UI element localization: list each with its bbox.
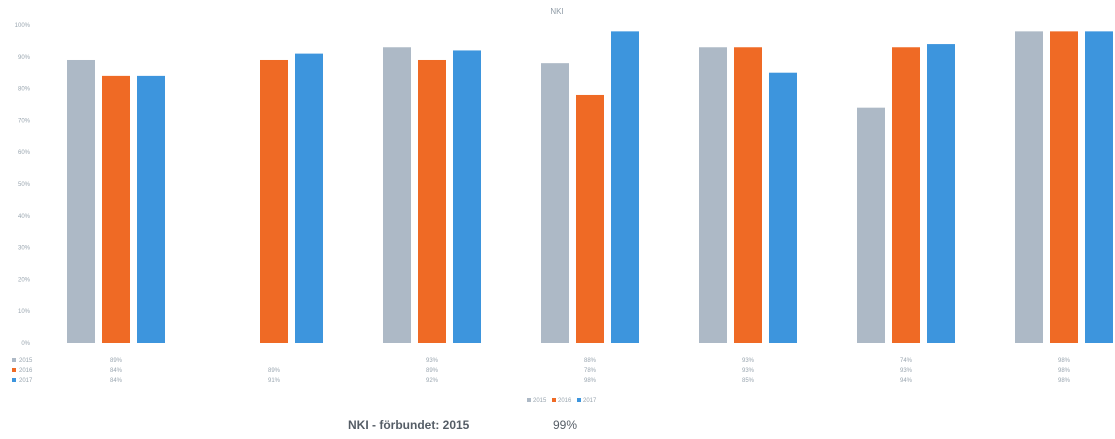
y-tick-label: 100%	[15, 23, 31, 29]
y-tick-label: 40%	[18, 214, 31, 220]
footer-label: NKI - förbundet: 2015	[348, 418, 470, 432]
table-cell: 91%	[268, 378, 281, 384]
bar	[383, 47, 411, 343]
bar	[541, 63, 569, 343]
bar	[102, 75, 130, 343]
y-tick-label: 70%	[18, 118, 31, 124]
y-tick-label: 60%	[18, 150, 31, 156]
bar	[295, 53, 323, 344]
table-cell: 89%	[426, 368, 439, 374]
table-cell: 84%	[110, 368, 123, 374]
table-cell: 74%	[900, 358, 913, 364]
bars-group	[67, 31, 1113, 344]
table-cell: 98%	[1058, 368, 1071, 374]
bar	[892, 47, 920, 343]
y-tick-label: 20%	[18, 277, 31, 283]
table-cell: 88%	[584, 358, 597, 364]
table-cell: 93%	[742, 358, 755, 364]
legend-label: 2015	[533, 398, 547, 404]
y-tick-label: 80%	[18, 87, 31, 93]
table-cell: 84%	[110, 378, 123, 384]
y-tick-label: 30%	[18, 246, 31, 252]
table-cell: 89%	[110, 358, 123, 364]
y-axis-ticks: 0% 10% 20% 30% 40% 50% 60% 70% 80% 90% 100%	[15, 23, 31, 347]
bar	[699, 47, 727, 343]
bar	[927, 44, 955, 343]
bar	[857, 107, 885, 344]
legend-label: 2017	[583, 398, 597, 404]
bar	[734, 47, 762, 343]
table-row-label: 2017	[19, 378, 33, 384]
y-tick-label: 90%	[18, 55, 31, 61]
bar	[769, 72, 797, 343]
bar	[137, 75, 165, 343]
table-row-swatch	[12, 368, 16, 372]
table-cell: 93%	[900, 368, 913, 374]
table-cell: 98%	[584, 378, 597, 384]
bar	[1015, 31, 1043, 344]
table-cell: 92%	[426, 378, 439, 384]
table-cell: 94%	[900, 378, 913, 384]
bar	[1085, 31, 1113, 344]
y-tick-label: 10%	[18, 309, 31, 315]
table-row-swatch	[12, 358, 16, 362]
legend-swatch	[552, 398, 556, 402]
bar	[611, 31, 639, 344]
table-cell: 78%	[584, 368, 597, 374]
table-cell: 85%	[742, 378, 755, 384]
table-cell: 93%	[742, 368, 755, 374]
bar	[67, 59, 95, 343]
bar	[1050, 31, 1078, 344]
table-row-label: 2016	[19, 368, 33, 374]
table-cell: 89%	[268, 368, 281, 374]
legend-swatch	[527, 398, 531, 402]
chart-title: NKI	[550, 7, 563, 16]
y-tick-label: 0%	[21, 341, 30, 347]
footer-value: 99%	[553, 418, 578, 432]
legend-swatch	[577, 398, 581, 402]
bar	[260, 59, 288, 343]
bar	[418, 59, 446, 343]
table-row-label: 2015	[19, 358, 33, 364]
bar	[453, 50, 481, 343]
table-cell: 98%	[1058, 378, 1071, 384]
table-cell: 98%	[1058, 358, 1071, 364]
bar	[576, 94, 604, 344]
table-cell: 93%	[426, 358, 439, 364]
legend-label: 2016	[558, 398, 572, 404]
table-row-swatch	[12, 378, 16, 382]
data-table: 89% 84% 84% 89% 91% 93% 89% 92% 88% 78% 98% 93% 93% 8…	[12, 358, 1071, 384]
legend: 2015 2016 2017	[527, 398, 597, 404]
y-tick-label: 50%	[18, 182, 31, 188]
